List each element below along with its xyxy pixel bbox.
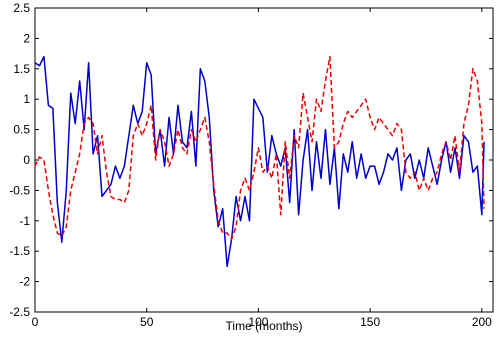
y-tick-label: 0 <box>23 153 30 167</box>
y-tick-label: 1 <box>23 92 30 106</box>
series-line <box>34 55 485 240</box>
y-tick-label: -0.5 <box>9 183 30 197</box>
x-axis-label: Time (months) <box>226 319 303 333</box>
y-tick-label: 2 <box>23 31 30 45</box>
x-tick-label: 200 <box>472 315 492 329</box>
x-tick-label: 50 <box>140 315 154 329</box>
y-tick-label: -2 <box>19 275 30 289</box>
series-line <box>34 55 485 268</box>
y-tick-label: -1 <box>19 214 30 228</box>
plot-frame <box>34 7 494 313</box>
y-tick-label: 0.5 <box>13 123 30 137</box>
x-tick-label: 0 <box>32 315 39 329</box>
y-tick-label: 2.5 <box>13 1 30 15</box>
y-tick-label: 1.5 <box>13 62 30 76</box>
y-tick-label: -2.5 <box>9 305 30 319</box>
x-tick-label: 150 <box>360 315 380 329</box>
x-tick-label: 100 <box>248 315 268 329</box>
y-tick-label: -1.5 <box>9 244 30 258</box>
